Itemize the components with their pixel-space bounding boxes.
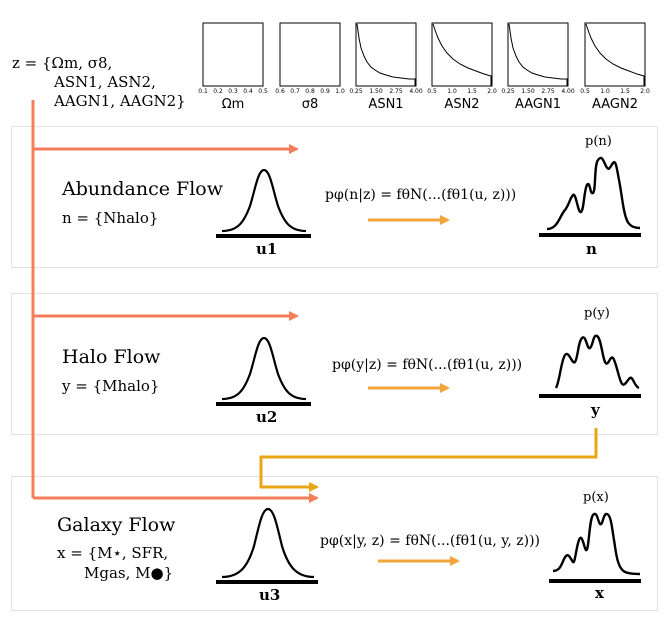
svg-text:4.00: 4.00 — [561, 88, 575, 95]
halo-to-galaxy-arrow — [259, 428, 598, 492]
density-label-n: p(n) — [585, 134, 612, 149]
prior-label-sigma8: σ8 — [301, 97, 319, 112]
target-label-y: y — [591, 401, 600, 419]
svg-text:2.0: 2.0 — [640, 88, 650, 95]
abundance-flow-title: Abundance Flow — [62, 178, 223, 200]
halo-flow-equation: pφ(y|z) = fθN(...(fθ1(u, z))) — [332, 357, 523, 373]
base-label-u2: u2 — [256, 408, 278, 426]
halo-flow-definition: y = {Mhalo} — [62, 377, 160, 395]
svg-text:2.75: 2.75 — [541, 88, 555, 95]
svg-text:1.5: 1.5 — [467, 88, 477, 95]
density-label-y: p(y) — [584, 306, 610, 321]
svg-text:0.5: 0.5 — [427, 88, 437, 95]
svg-text:0.5: 0.5 — [580, 88, 590, 95]
density-curve-y — [554, 334, 640, 390]
svg-text:0.1: 0.1 — [198, 88, 208, 95]
prior-label-asn1: ASN1 — [368, 97, 404, 112]
param-set-line1: z = {Ωm, σ8, — [12, 54, 113, 72]
base-gaussian-u1 — [221, 168, 307, 233]
target-label-n: n — [586, 240, 597, 258]
abundance-flow-definition: n = {Nhalo} — [62, 209, 159, 227]
svg-text:0.2: 0.2 — [213, 88, 223, 95]
base-gaussian-u3 — [221, 507, 315, 579]
base-label-u1: u1 — [256, 240, 278, 258]
svg-text:0.7: 0.7 — [290, 88, 300, 95]
svg-text:1.50: 1.50 — [369, 88, 383, 95]
galaxy-flow-definition-line2: Mgas, M●} — [84, 564, 174, 582]
svg-text:0.5: 0.5 — [258, 88, 268, 95]
abundance-flow-equation: pφ(n|z) = fθN(...(fθ1(u, z))) — [325, 187, 517, 203]
svg-text:1.0: 1.0 — [335, 88, 345, 95]
prior-plot-aagn1: 0.25 1.50 2.75 4.00 — [501, 22, 575, 95]
svg-text:1.5: 1.5 — [620, 88, 630, 95]
prior-plot-aagn2: 0.5 1.0 1.5 2.0 — [580, 22, 650, 95]
svg-text:0.6: 0.6 — [275, 88, 285, 95]
base-gaussian-u2 — [221, 336, 307, 401]
prior-label-asn2: ASN2 — [444, 97, 480, 112]
halo-flow-title: Halo Flow — [62, 346, 161, 368]
svg-text:1.50: 1.50 — [521, 88, 535, 95]
svg-text:2.75: 2.75 — [389, 88, 403, 95]
param-set-line2: ASN1, ASN2, — [54, 73, 156, 91]
prior-plot-asn1: 0.25 1.50 2.75 4.00 — [349, 22, 423, 95]
svg-text:4.00: 4.00 — [409, 88, 423, 95]
density-curve-n — [546, 156, 641, 231]
svg-text:0.25: 0.25 — [349, 88, 363, 95]
svg-text:0.8: 0.8 — [305, 88, 315, 95]
prior-label-aagn1: AAGN1 — [515, 97, 561, 112]
svg-text:0.25: 0.25 — [501, 88, 515, 95]
svg-text:1.0: 1.0 — [600, 88, 610, 95]
svg-text:1.0: 1.0 — [447, 88, 457, 95]
prior-label-omega-m: Ωm — [221, 97, 245, 112]
svg-text:0.9: 0.9 — [320, 88, 330, 95]
galaxy-flow-title: Galaxy Flow — [57, 514, 176, 536]
svg-text:2.0: 2.0 — [487, 88, 497, 95]
prior-plot-asn2: 0.5 1.0 1.5 2.0 — [427, 22, 497, 95]
prior-plot-omega-m: 0.1 0.2 0.3 0.4 0.5 — [198, 22, 268, 95]
param-set-line3: AAGN1, AAGN2} — [54, 92, 186, 110]
density-label-x: p(x) — [583, 490, 609, 505]
prior-plot-sigma8: 0.6 0.7 0.8 0.9 1.0 — [275, 22, 345, 95]
svg-text:0.4: 0.4 — [243, 88, 253, 95]
prior-label-aagn2: AAGN2 — [592, 97, 638, 112]
density-curve-x — [552, 512, 641, 576]
galaxy-flow-definition-line1: x = {M⋆, SFR, — [57, 544, 169, 562]
base-label-u3: u3 — [259, 586, 281, 604]
galaxy-flow-equation: pφ(x|y, z) = fθN(...(fθ1(u, y, z))) — [320, 533, 541, 549]
target-label-x: x — [595, 584, 604, 602]
svg-text:0.3: 0.3 — [228, 88, 238, 95]
